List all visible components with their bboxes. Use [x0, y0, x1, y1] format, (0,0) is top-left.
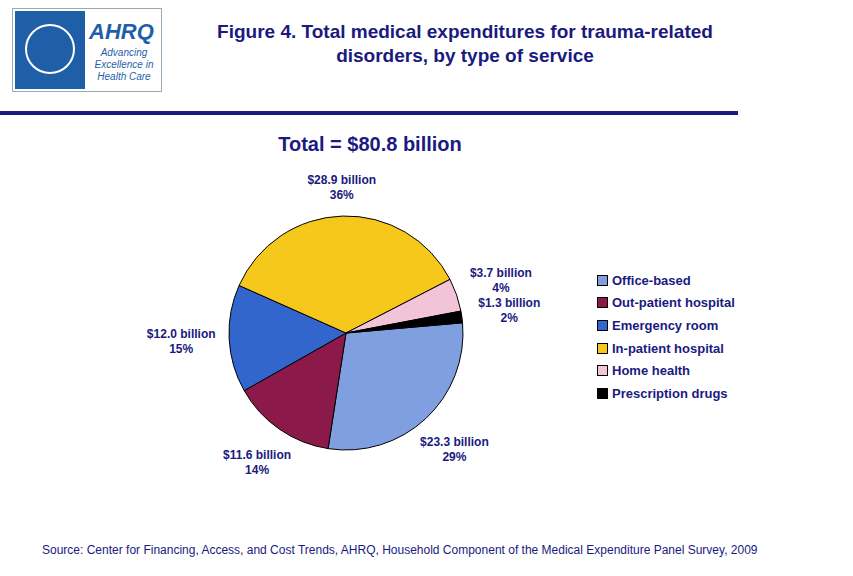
svg-text:$11.6 billion14%: $11.6 billion14% — [223, 448, 291, 477]
svg-text:$12.0 billion15%: $12.0 billion15% — [147, 327, 216, 356]
html-text:Total = $80.8 billion: Total = $80.8 billion — [278, 133, 462, 155]
html-text:In-patient hospital: In-patient hospital — [612, 340, 724, 356]
svg-text:$1.3 billion2%: $1.3 billion2% — [478, 296, 540, 325]
html-text:Advancing Excellence in Health: Advancing Excellence in Health Care — [94, 47, 154, 82]
html-text:Office-based: Office-based — [612, 272, 691, 288]
html-text:Home health: Home health — [612, 363, 690, 379]
svg-text:$28.9 billion36%: $28.9 billion36% — [307, 173, 376, 202]
html-text:Figure 4. Total medical expend: Figure 4. Total medical expenditures for… — [217, 21, 713, 66]
svg-text:$3.7 billion4%: $3.7 billion4% — [470, 266, 532, 295]
html-text:Prescription drugs: Prescription drugs — [612, 385, 728, 401]
html-text:Out-patient hospital: Out-patient hospital — [612, 295, 735, 311]
html-text:AHRQ: AHRQ — [89, 19, 154, 44]
html-text:Emergency room: Emergency room — [612, 318, 719, 333]
html-text:Source: Center for Financing,: Source: Center for Financing, Access, an… — [42, 543, 758, 557]
svg-text:$23.3 billion29%: $23.3 billion29% — [420, 435, 489, 464]
